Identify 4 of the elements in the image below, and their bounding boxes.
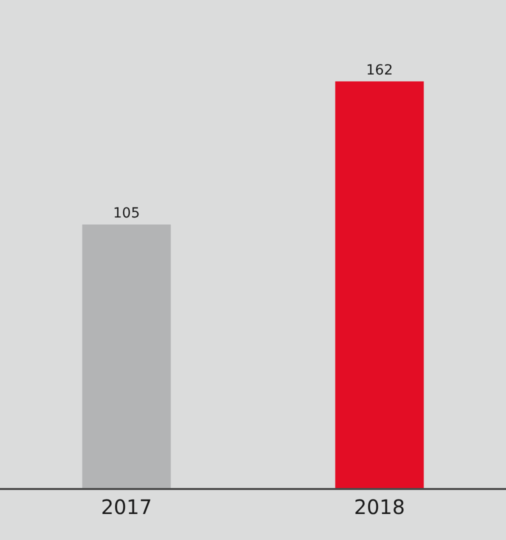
x-tick-label: 2017 bbox=[101, 495, 152, 519]
x-tick-label: 2018 bbox=[354, 495, 405, 519]
data-label: 162 bbox=[366, 62, 393, 78]
data-label: 105 bbox=[113, 205, 140, 222]
